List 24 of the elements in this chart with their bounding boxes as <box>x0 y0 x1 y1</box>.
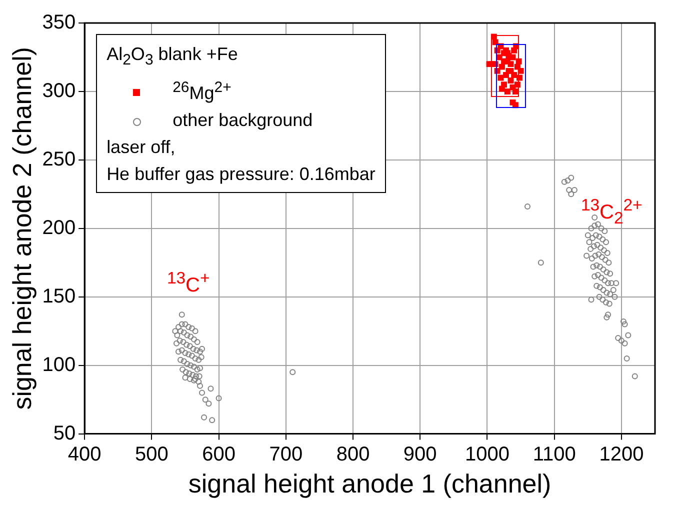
x-tick-label: 700 <box>269 443 303 466</box>
legend-label: $^{26}$Mg$^{2+}$ <box>172 78 232 105</box>
annotation: laser off, <box>106 136 176 159</box>
y-tick-label: 350 <box>42 12 76 34</box>
x-tick-label: 900 <box>403 443 437 466</box>
annotation: $^{13}$C$^{+}$ <box>167 268 210 298</box>
x-tick-label: 1200 <box>599 443 644 466</box>
legend-label: other background <box>172 108 313 132</box>
x-tick-label: 1100 <box>532 443 576 466</box>
x-tick-label: 600 <box>202 443 236 466</box>
x-tick-label: 1000 <box>464 443 510 466</box>
x-tick-label: 500 <box>134 443 168 466</box>
y-tick-label: 100 <box>42 354 76 376</box>
legend-title: Al$_{2}$O$_{3}$ blank +Fe <box>106 43 239 71</box>
y-tick-label: 150 <box>42 285 76 308</box>
annotation: He buffer gas pressure: 0.16mbar <box>106 162 376 186</box>
y-tick-label: 300 <box>42 80 76 102</box>
x-axis-title: signal height anode 1 (channel) <box>188 468 552 499</box>
y-tick-label: 250 <box>42 148 76 170</box>
y-tick-label: 50 <box>53 422 76 444</box>
y-axis-title: signal height anode 2 (channel) <box>6 46 37 410</box>
x-tick-label: 800 <box>336 443 370 466</box>
y-tick-label: 200 <box>42 216 76 239</box>
x-tick-label: 400 <box>68 443 102 466</box>
